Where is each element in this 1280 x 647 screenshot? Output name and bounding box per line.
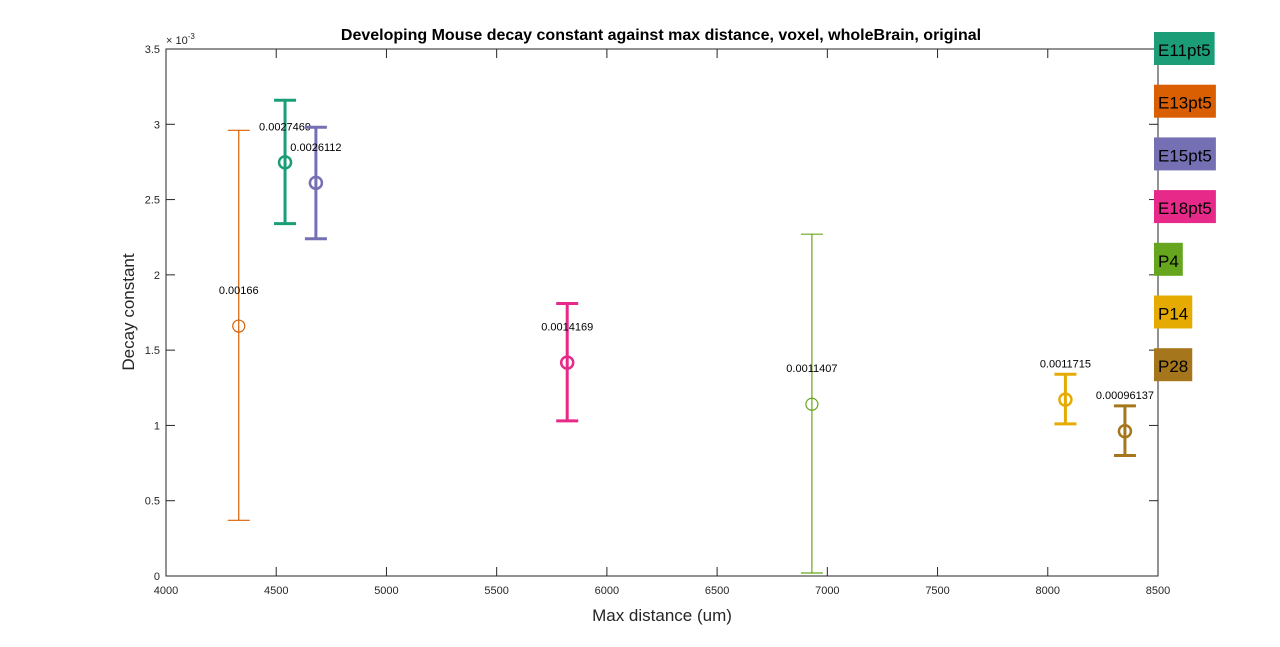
- legend-swatch: [1154, 137, 1216, 171]
- series-p28: 0.00096137: [1096, 390, 1154, 458]
- data-label: 0.0026112: [290, 142, 341, 154]
- data-label: 0.0014169: [541, 322, 593, 334]
- series-e15pt5: 0.0026112: [290, 125, 341, 241]
- x-axis: 4000 4500 5000 5500 6000 6500 7000 7500 8000 8500: [154, 49, 1170, 597]
- series-p4: 0.0011407: [786, 233, 837, 574]
- x-tick-label: 6000: [595, 585, 619, 597]
- data-point: [308, 175, 324, 191]
- legend-label: P28: [1158, 357, 1188, 376]
- data-point: [559, 355, 575, 370]
- data-label: 0.00166: [219, 285, 259, 297]
- y-tick-label: 0.5: [145, 496, 160, 508]
- y-tick-label: 2: [154, 270, 160, 282]
- data-point: [232, 319, 246, 333]
- legend-item-p28: P28: [1154, 348, 1193, 382]
- legend: E11pt5 E13pt5 E15pt5 E18pt5 P4 P14 P28: [1154, 32, 1216, 382]
- y-tick-label: 1: [154, 420, 160, 432]
- x-tick-label: 5500: [484, 585, 508, 597]
- legend-label: E13pt5: [1158, 94, 1212, 113]
- x-tick-label: 4500: [264, 585, 288, 597]
- x-tick-label: 8000: [1036, 585, 1060, 597]
- y-tick-label: 3: [154, 119, 160, 131]
- data-point: [1058, 392, 1073, 407]
- legend-label: E15pt5: [1158, 146, 1212, 165]
- x-tick-label: 5000: [374, 585, 398, 597]
- legend-swatch: [1154, 295, 1193, 329]
- y-tick-label: 1.5: [145, 345, 160, 357]
- legend-item-e18pt5: E18pt5: [1154, 190, 1216, 224]
- data-point: [1117, 423, 1133, 439]
- y-tick-label: 0: [154, 571, 160, 583]
- legend-item-e11pt5: E11pt5: [1154, 32, 1215, 65]
- x-tick-label: 7000: [815, 585, 839, 597]
- series-p14: 0.0011715: [1040, 359, 1091, 426]
- legend-label: P4: [1158, 252, 1179, 271]
- data-point: [277, 155, 293, 170]
- x-tick-label: 8500: [1146, 585, 1170, 597]
- x-tick-label: 7500: [925, 585, 949, 597]
- data-series: 0.0027469 0.00166 0.0026112 0.0014169 0.0011…: [219, 98, 1154, 574]
- data-label: 0.0011715: [1040, 359, 1091, 371]
- x-axis-title: Max distance (um): [592, 606, 732, 625]
- x-tick-label: 4000: [154, 585, 178, 597]
- series-e11pt5: 0.0027469: [259, 98, 311, 226]
- y-tick-label: 2.5: [145, 195, 160, 207]
- plot-area: [165, 48, 1159, 577]
- legend-item-p14: P14: [1154, 295, 1193, 329]
- legend-item-e15pt5: E15pt5: [1154, 137, 1216, 171]
- legend-label: E18pt5: [1158, 199, 1212, 218]
- data-label: 0.0027469: [259, 121, 311, 133]
- legend-swatch: [1154, 190, 1216, 224]
- y-tick-label: 3.5: [145, 44, 160, 56]
- y-axis: 0 0.5 1 1.5 2 2.5 3 3.5: [145, 44, 1158, 583]
- series-e13pt5: 0.00166: [219, 129, 259, 521]
- legend-swatch: [1154, 242, 1183, 276]
- data-label: 0.00096137: [1096, 390, 1154, 402]
- legend-swatch: [1154, 348, 1193, 382]
- legend-item-p4: P4: [1154, 242, 1183, 276]
- chart-title: Developing Mouse decay constant against …: [341, 27, 981, 44]
- y-exponent-label: × 10-3: [166, 32, 195, 47]
- legend-swatch: [1154, 32, 1215, 65]
- x-tick-label: 6500: [705, 585, 729, 597]
- series-e18pt5: 0.0014169: [541, 301, 593, 423]
- legend-swatch: [1154, 84, 1216, 118]
- legend-label: P14: [1158, 305, 1188, 324]
- legend-item-e13pt5: E13pt5: [1154, 84, 1216, 118]
- y-axis-title: Decay constant: [119, 253, 138, 370]
- data-label: 0.0011407: [786, 363, 837, 375]
- legend-label: E11pt5: [1158, 41, 1211, 60]
- data-point: [805, 397, 819, 411]
